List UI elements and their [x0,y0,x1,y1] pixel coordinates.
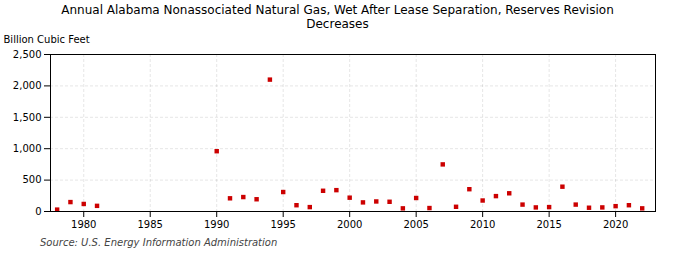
svg-text:1995: 1995 [270,218,295,229]
svg-text:1990: 1990 [204,218,229,229]
svg-text:2015: 2015 [536,218,561,229]
html-text:Annual Alabama Nonassociated N: Annual Alabama Nonassociated Natural Gas… [61,3,614,32]
svg-text:2020: 2020 [603,218,628,229]
svg-text:Billion Cubic Feet: Billion Cubic Feet [4,33,90,44]
svg-text:1985: 1985 [137,218,162,229]
svg-text:2,000: 2,000 [13,80,42,91]
svg-text:1980: 1980 [71,218,96,229]
svg-text:500: 500 [22,174,41,185]
svg-text:2,500: 2,500 [13,48,42,59]
svg-text:2000: 2000 [337,218,362,229]
svg-text:2005: 2005 [403,218,428,229]
svg-text:0: 0 [35,205,41,216]
svg-text:2010: 2010 [470,218,495,229]
svg-text:1,500: 1,500 [13,111,42,122]
html-text:Source: U.S. Energy Informatio: Source: U.S. Energy Information Administ… [40,236,278,248]
svg-text:1,000: 1,000 [13,143,42,154]
